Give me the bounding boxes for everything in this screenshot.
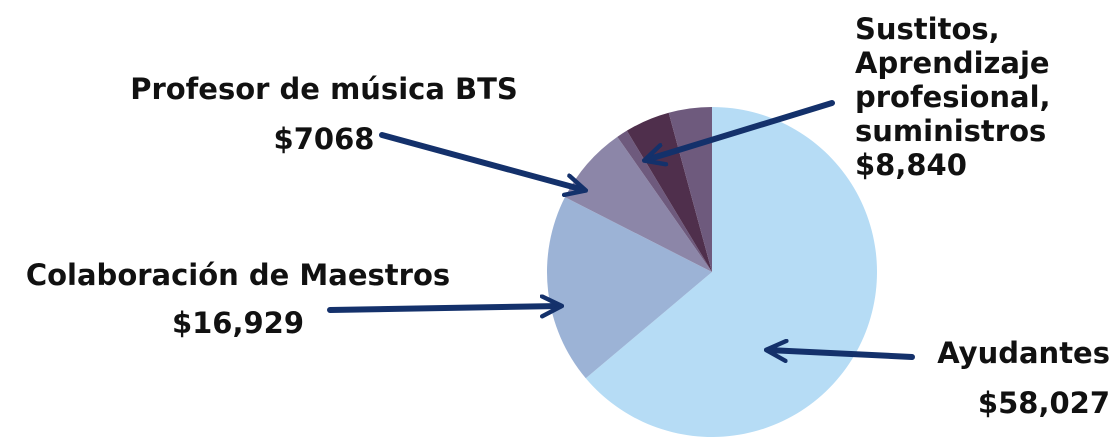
colaboracion-name: Colaboración de Maestros	[25, 258, 451, 292]
sustitos-value: $8,840	[855, 148, 967, 182]
colaboracion-value: $16,929	[171, 306, 305, 340]
sustitos-line4: suministros	[855, 114, 1047, 148]
pie-slice-colaboracion	[547, 197, 712, 379]
colaboracion-label: Colaboración de Maestros $16,929	[0, 258, 476, 340]
ayudantes-name: Ayudantes	[937, 336, 1110, 370]
callout-arrows	[327, 100, 915, 357]
sustitos-label: Sustitos, Aprendizaje profesional, sumin…	[855, 12, 1051, 182]
pie-slice-sustitos-1	[617, 130, 712, 272]
profesor-value: $7068	[273, 122, 375, 156]
sustitos-line3: profesional,	[855, 80, 1051, 114]
profesor-label: Profesor de música BTS $7068	[112, 72, 536, 156]
sustitos-line2: Aprendizaje	[855, 46, 1050, 80]
ayudantes-arrow	[768, 350, 915, 357]
sustitos-arrow	[646, 100, 835, 160]
colaboracion-arrow	[327, 306, 560, 310]
pie-slices	[547, 107, 878, 437]
profesor-arrow	[379, 132, 584, 190]
ayudantes-value: $58,027	[977, 386, 1110, 420]
pie-slice-profesor	[564, 136, 712, 272]
ayudantes-label: Ayudantes $58,027	[900, 336, 1110, 420]
profesor-name: Profesor de música BTS	[130, 72, 518, 106]
sustitos-line1: Sustitos,	[855, 12, 1000, 46]
